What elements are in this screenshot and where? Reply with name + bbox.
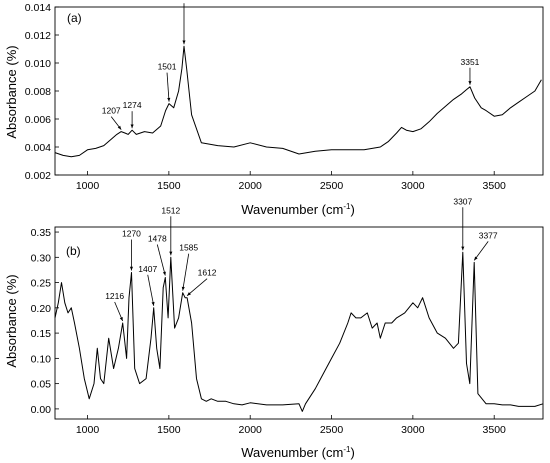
peak-annotation-1612: 1612 (186, 268, 217, 297)
peak-label: 3307 (453, 196, 472, 206)
panel-a-x-tick-label: 1500 (157, 180, 181, 192)
peak-label: 1501 (158, 62, 177, 72)
peak-arrow-head (167, 97, 171, 102)
panel-b-plot-frame (54, 226, 544, 420)
peak-label: 1216 (105, 291, 124, 301)
peak-arrow-head (461, 246, 465, 251)
peak-arrow-line (156, 244, 166, 276)
peak-arrow-head (162, 271, 166, 276)
peak-label: 1274 (123, 100, 142, 110)
panel-b-x-axis-label-close: ) (350, 445, 354, 460)
panel-a-y-tick-label: 0.004 (25, 142, 51, 154)
panel-b-y-tick-label: 0.10 (31, 353, 52, 365)
panel-b-y-tick-label: 0.05 (31, 379, 52, 391)
panel-b-x-tick-label: 2000 (239, 424, 263, 436)
panel-b-label: (b) (66, 244, 81, 258)
panel-a-x-axis-label-sup: -1 (343, 202, 351, 211)
peak-annotation-1274: 1274 (123, 100, 142, 129)
panel-a-x-tick-label: 2000 (239, 180, 263, 192)
peak-label: 1585 (179, 243, 198, 253)
peak-annotation-1407: 1407 (138, 264, 157, 306)
peak-annotation-1585: 1585 (179, 243, 198, 291)
panel-a: (a) Absorbance (%) Wavenumber (cm-1) 100… (4, 0, 544, 217)
peak-arrow-head (187, 292, 191, 296)
peak-arrow-head (474, 256, 478, 261)
panel-a-x-axis-label-text: Wavenumber (cm (241, 202, 343, 217)
panel-a-y-tick-label: 0.006 (25, 114, 51, 126)
peak-label: 3377 (479, 230, 498, 240)
panel-b-y-tick-label: 0.20 (31, 303, 52, 315)
peak-annotation-1593: 1593 (175, 0, 194, 45)
panel-a-plot-frame (54, 6, 544, 176)
peak-arrow-head (468, 81, 472, 85)
peak-arrow-head (169, 251, 173, 256)
peak-annotation-3377: 3377 (473, 230, 498, 261)
peak-annotation-1207: 1207 (102, 106, 122, 130)
panel-b-x-tick-label: 2500 (320, 424, 344, 436)
panel-a-y-axis-label: Absorbance (%) (4, 45, 19, 138)
peak-arrow-head (129, 266, 134, 271)
peak-label: 1407 (138, 264, 157, 274)
panel-b-y-tick-label: 0.35 (31, 227, 52, 239)
peak-label: 1612 (198, 268, 217, 278)
panel-b-spectrum-line (54, 251, 544, 412)
panel-b-y-tick-label: 0.25 (31, 278, 52, 290)
panel-a-x-tick-label: 3000 (401, 180, 425, 192)
peak-arrow-line (147, 274, 155, 306)
peak-label: 1478 (148, 234, 167, 244)
peak-annotation-1478: 1478 (148, 234, 167, 276)
panel-a-x-tick-label: 3500 (483, 180, 507, 192)
panel-b-x-tick-label: 1500 (157, 424, 181, 436)
peak-arrow-line (166, 72, 170, 102)
panel-b-x-axis-label-sup: -1 (343, 445, 351, 454)
panel-b-y-tick-label: 0.15 (31, 328, 52, 340)
panel-b-x-tick-label: 1000 (76, 424, 100, 436)
panel-a-y-tick-label: 0.008 (25, 86, 51, 98)
peak-arrow-head (130, 124, 134, 129)
peak-label: 1207 (102, 106, 121, 116)
panel-a-x-axis-label: Wavenumber (cm-1) (241, 202, 355, 217)
panel-b: (b) Absorbance (%) Wavenumber (cm-1) 100… (4, 196, 544, 460)
panel-b-x-tick-label: 3000 (401, 424, 425, 436)
peak-label: 1270 (122, 228, 141, 238)
panel-b-x-tick-label: 3500 (483, 424, 507, 436)
panel-a-label: (a) (67, 11, 82, 25)
peak-annotation-3351: 3351 (461, 57, 480, 85)
panel-a-ticks: 1000 1500 2000 2500 3000 3500 0.002 0.004 0.006 0… (25, 2, 506, 192)
panel-b-x-axis-label: Wavenumber (cm-1) (241, 445, 355, 460)
panel-b-annotations: 1216 1270 1407 1478 1512 1585 1612 3307 3377 (105, 196, 498, 322)
peak-arrow-head (151, 301, 155, 306)
peak-label: 1512 (161, 205, 180, 215)
panel-a-y-tick-label: 0.010 (25, 58, 51, 70)
peak-arrow-head (119, 317, 123, 321)
panel-b-ticks: 1000 1500 2000 2500 3000 3500 0.00 0.05 0.10 0.15… (31, 227, 506, 436)
panel-a-x-axis-label-close: ) (350, 202, 354, 217)
peak-annotation-1216: 1216 (105, 291, 124, 322)
panel-b-y-tick-label: 0.30 (31, 252, 52, 264)
panel-a-x-tick-label: 1000 (76, 180, 100, 192)
peak-annotation-1270: 1270 (122, 228, 141, 271)
peak-arrow-head (182, 40, 186, 45)
panel-a-y-tick-label: 0.002 (25, 170, 51, 182)
peak-annotation-1501: 1501 (158, 62, 177, 102)
panel-a-x-tick-label: 2500 (320, 180, 344, 192)
panel-b-y-axis-label: Absorbance (%) (4, 274, 19, 367)
peak-arrow-line (186, 278, 208, 297)
peak-arrow-line (182, 253, 190, 291)
peak-annotation-1512: 1512 (161, 205, 181, 256)
peak-label: 1593 (175, 0, 194, 2)
panel-a-y-tick-label: 0.014 (25, 2, 51, 14)
peak-annotation-3307: 3307 (453, 196, 473, 251)
peak-arrow-head (117, 125, 122, 130)
panel-b-x-axis-label-text: Wavenumber (cm (241, 445, 343, 460)
peak-arrow-line (473, 241, 489, 261)
panel-a-y-tick-label: 0.012 (25, 30, 51, 42)
panel-a-spectrum-line (54, 45, 542, 158)
peak-arrow-head (181, 286, 185, 291)
peak-label: 3351 (461, 57, 480, 67)
panel-b-y-tick-label: 0.00 (31, 404, 52, 416)
